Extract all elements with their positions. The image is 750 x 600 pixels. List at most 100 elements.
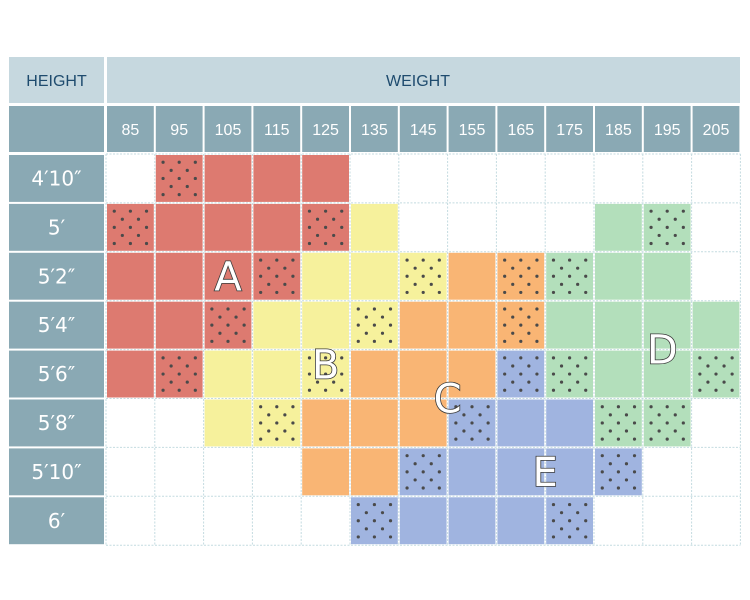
- cell-dot: [503, 339, 507, 343]
- cell-fill: [643, 301, 691, 349]
- cell-dot: [535, 388, 539, 392]
- cell-fill: [253, 301, 301, 349]
- cell-dot: [128, 225, 132, 229]
- cell-dot: [576, 380, 580, 384]
- size-cell-e-dotted: [351, 497, 398, 545]
- cell-dot: [356, 323, 360, 327]
- size-cell-b: [253, 350, 301, 398]
- size-cell-e: [448, 497, 496, 545]
- cell-dot: [632, 486, 637, 490]
- cell-dot: [242, 307, 246, 311]
- cell-fill: [546, 448, 593, 496]
- cell-dot: [193, 388, 197, 392]
- cell-dot: [283, 413, 287, 417]
- cell-fill: [107, 301, 154, 349]
- weight-tick-label: 155: [459, 122, 486, 139]
- cell-dot: [503, 323, 507, 327]
- cell-dot: [356, 535, 360, 539]
- cell-fill: [643, 252, 691, 300]
- cell-dot: [185, 168, 189, 172]
- cell-dot: [568, 535, 572, 539]
- cell-fill: [546, 301, 593, 349]
- weight-label-cell: [497, 106, 545, 152]
- cell-dot: [503, 372, 507, 376]
- cell-dot: [307, 225, 312, 229]
- cell-dot: [259, 258, 263, 262]
- weight-tick-label: 145: [410, 122, 437, 139]
- weight-tick-label: 125: [312, 122, 339, 139]
- cell-dot: [364, 315, 368, 319]
- cell-dot: [218, 315, 222, 319]
- cell-dot: [169, 364, 173, 368]
- size-cell-d: [595, 203, 642, 251]
- height-tick-label: 5′4″: [38, 313, 75, 337]
- cell-dot: [437, 470, 441, 474]
- cell-fill: [497, 448, 545, 496]
- size-cell-a: [204, 155, 252, 202]
- cell-dot: [657, 429, 661, 433]
- size-cell-d: [643, 350, 691, 398]
- cell-dot: [624, 478, 629, 482]
- cell-fill: [399, 350, 447, 398]
- cell-dot: [405, 258, 409, 262]
- cell-dot: [632, 454, 637, 458]
- size-cell-a-dotted: [155, 155, 203, 202]
- cell-dot: [413, 462, 417, 466]
- cell-dot: [608, 462, 612, 466]
- cell-dot: [698, 388, 702, 392]
- cell-dot: [372, 323, 376, 327]
- cell-dot: [324, 209, 328, 213]
- cell-dot: [681, 405, 685, 409]
- cell-fill: [204, 350, 252, 398]
- cell-dot: [616, 454, 621, 458]
- cell-dot: [632, 405, 637, 409]
- cell-dot: [421, 274, 425, 278]
- cell-dot: [388, 339, 393, 343]
- size-cell-e: [399, 497, 447, 545]
- cell-dot: [714, 388, 718, 392]
- cell-dot: [616, 405, 621, 409]
- cell-dot: [275, 258, 279, 262]
- cell-dot: [120, 233, 124, 238]
- size-cell-c: [351, 448, 398, 496]
- height-tick-label: 6′: [48, 509, 66, 533]
- cell-dot: [437, 258, 441, 262]
- cell-dot: [584, 290, 588, 295]
- cell-fill: [448, 350, 496, 398]
- cell-dot: [275, 421, 279, 425]
- size-cell-d: [692, 301, 740, 349]
- cell-dot: [535, 356, 539, 360]
- cell-fill: [204, 399, 252, 447]
- cell-dot: [356, 339, 360, 343]
- weight-tick-label: 195: [654, 122, 681, 139]
- cell-dot: [470, 421, 474, 425]
- cell-dot: [340, 388, 344, 392]
- cell-dot: [283, 282, 287, 286]
- cell-dot: [624, 429, 629, 433]
- cell-fill: [107, 350, 154, 398]
- cell-dot: [291, 437, 295, 441]
- cell-dot: [332, 380, 336, 384]
- size-cell-a: [253, 203, 301, 251]
- cell-dot: [307, 209, 312, 213]
- cell-fill: [546, 399, 593, 447]
- size-cell-e: [497, 497, 545, 545]
- cell-dot: [551, 290, 556, 295]
- weight-label-cell: [546, 106, 593, 152]
- cell-dot: [527, 364, 531, 368]
- cell-dot: [332, 217, 336, 221]
- size-cell-a: [155, 252, 203, 300]
- cell-dot: [193, 193, 197, 197]
- cell-dot: [136, 233, 141, 238]
- cell-dot: [730, 356, 734, 360]
- weight-tick-label: 105: [215, 122, 242, 139]
- cell-dot: [136, 217, 141, 221]
- cell-dot: [559, 527, 564, 531]
- weight-label-cell: [643, 106, 691, 152]
- cell-dot: [372, 519, 376, 523]
- height-tick-label: 5′8″: [38, 411, 75, 435]
- cell-dot: [315, 217, 320, 221]
- height-label-cell: [9, 203, 104, 251]
- height-label-cell: [9, 350, 104, 398]
- weight-label-cell: [595, 106, 642, 152]
